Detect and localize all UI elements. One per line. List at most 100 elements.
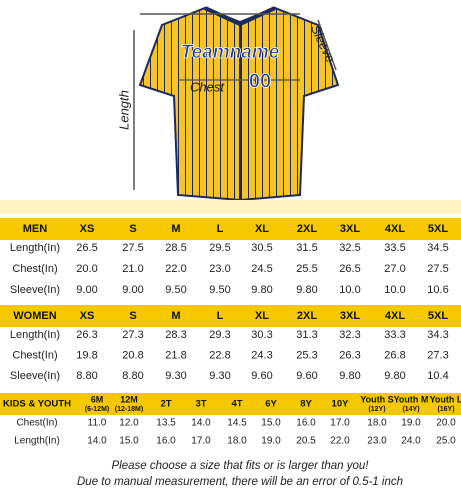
cell: 20.8 — [122, 349, 143, 361]
cell: 20.5 — [296, 436, 316, 447]
cell: 9.00 — [76, 284, 97, 296]
header-cell: 3XL — [340, 223, 360, 235]
header-cell: Youth M — [394, 394, 429, 404]
cell: 31.5 — [296, 242, 317, 254]
cell: 26.3 — [339, 349, 360, 361]
cell: 20.0 — [436, 418, 456, 429]
cell: 33.3 — [384, 329, 405, 341]
header-cell: 4XL — [385, 310, 405, 322]
cell: 27.3 — [122, 329, 143, 341]
note: Please choose a size that fits or is lar… — [112, 460, 370, 472]
header-cell: S — [129, 223, 136, 235]
header-cell: L — [217, 223, 224, 235]
header-cell: 4T — [231, 399, 242, 410]
cell: 17.0 — [330, 418, 350, 429]
header-cell: Youth L — [430, 394, 461, 404]
header-cell: 5XL — [428, 310, 448, 322]
cell: 9.60 — [251, 370, 272, 382]
cell: 10.0 — [339, 284, 360, 296]
header-cell: 2XL — [297, 310, 317, 322]
cell: 10.4 — [427, 370, 448, 382]
chest-label: Chest — [190, 79, 225, 94]
cell: 9.30 — [165, 370, 186, 382]
team-name: Teamname — [181, 42, 280, 63]
header-sub: (14Y) — [402, 406, 419, 413]
header-sub: (12Y) — [368, 406, 385, 413]
cell: 24.0 — [401, 436, 421, 447]
cell: 28.5 — [165, 242, 186, 254]
cell: 16.0 — [296, 418, 316, 429]
header-sub: (16Y) — [437, 406, 454, 413]
cell: 22.0 — [165, 263, 186, 275]
cell: 16.0 — [156, 436, 176, 447]
cell: 19.0 — [401, 418, 421, 429]
cell: 32.5 — [339, 242, 360, 254]
header-cell: XL — [255, 223, 269, 235]
cell: 10.0 — [384, 284, 405, 296]
cell: 23.0 — [209, 263, 230, 275]
cell: 18.0 — [367, 418, 387, 429]
cell: 9.80 — [339, 370, 360, 382]
cell: 25.5 — [296, 263, 317, 275]
cell: 29.5 — [209, 242, 230, 254]
header-cell: M — [171, 223, 180, 235]
cell: 24.5 — [251, 263, 272, 275]
header-cell: S — [129, 310, 136, 322]
cell: 30.5 — [251, 242, 272, 254]
header-sub: (12-18M) — [115, 406, 143, 413]
cell: 19.0 — [261, 436, 281, 447]
cell: 11.0 — [88, 418, 107, 429]
cell: 14.0 — [191, 418, 211, 429]
row-label: Chest(In) — [16, 418, 57, 429]
cell: 26.5 — [339, 263, 360, 275]
header-cell: 3XL — [340, 310, 360, 322]
header-cell: 6Y — [265, 399, 277, 410]
cell: 32.3 — [339, 329, 360, 341]
header-band — [0, 305, 461, 327]
cell: 20.0 — [76, 263, 97, 275]
header-sub: (6-12M) — [85, 406, 110, 413]
header-cell: Youth S — [360, 394, 393, 404]
header-cell: L — [217, 310, 224, 322]
cell: 17.0 — [191, 436, 211, 447]
cell: 26.3 — [76, 329, 97, 341]
cell: 22.0 — [330, 436, 350, 447]
header-cell: M — [171, 310, 180, 322]
header-cell: 6M — [91, 394, 104, 404]
cell: 22.8 — [209, 349, 230, 361]
cell: 31.3 — [296, 329, 317, 341]
cell: 26.5 — [76, 242, 97, 254]
cell: 9.30 — [209, 370, 230, 382]
jersey: Teamname 00 Chest Length Sleeve — [116, 6, 340, 202]
cell: 27.5 — [122, 242, 143, 254]
header-cell: 10Y — [332, 399, 350, 410]
cell: 9.50 — [209, 284, 230, 296]
cell: 34.5 — [427, 242, 448, 254]
cell: 10.6 — [427, 284, 448, 296]
cell: 14.5 — [227, 418, 247, 429]
cell: 26.8 — [384, 349, 405, 361]
cell: 23.0 — [367, 436, 387, 447]
cell: 30.3 — [251, 329, 272, 341]
header-cell: 12M — [120, 394, 138, 404]
cell: 33.5 — [384, 242, 405, 254]
row-label: Chest(In) — [12, 349, 57, 361]
header-cell: XS — [80, 310, 95, 322]
header-band — [0, 393, 461, 415]
row-label: Sleeve(In) — [10, 370, 60, 382]
header-cell: MEN — [23, 223, 48, 235]
cell: 28.3 — [165, 329, 186, 341]
header-cell: XL — [255, 310, 269, 322]
header-cell: 4XL — [385, 223, 405, 235]
cell: 25.3 — [296, 349, 317, 361]
row-label: Sleeve(In) — [10, 284, 60, 296]
cell: 25.0 — [436, 436, 456, 447]
cell: 27.5 — [427, 263, 448, 275]
length-label: Length — [116, 90, 131, 130]
cell: 8.80 — [76, 370, 97, 382]
cell: 12.0 — [119, 418, 139, 429]
row-label: Length(In) — [14, 436, 60, 447]
jersey-number: 00 — [249, 70, 271, 92]
header-cell: 2T — [160, 399, 171, 410]
